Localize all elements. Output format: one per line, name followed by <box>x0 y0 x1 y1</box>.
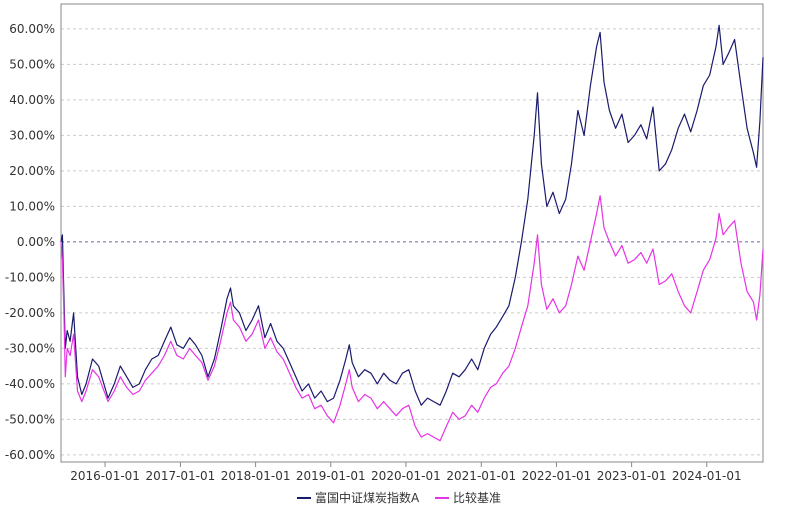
legend: 富国中证煤炭指数A 比较基准 <box>297 490 501 505</box>
series-line-2 <box>60 195 764 442</box>
y-axis: 60.00% 50.00% 40.00% 30.00% 20.00% 10.00% 0.00… <box>5 22 55 462</box>
x-tick-label: 2020-01-01 <box>371 469 441 483</box>
y-tick-label: 60.00% <box>9 22 55 36</box>
series-line-1 <box>60 24 764 406</box>
y-tick-label: -30.00% <box>5 341 55 355</box>
x-tick-label: 2017-01-01 <box>146 469 216 483</box>
x-tick-label: 2021-01-01 <box>446 469 516 483</box>
y-tick-label: -40.00% <box>5 377 55 391</box>
x-tick-label: 2016-01-01 <box>70 469 140 483</box>
y-tick-label: -10.00% <box>5 270 55 284</box>
x-axis: 2016-01-01 2017-01-01 2018-01-01 2019-01-01… <box>70 462 742 483</box>
y-tick-label: 10.00% <box>9 199 55 213</box>
plot-frame <box>60 3 764 463</box>
x-tick-label: 2018-01-01 <box>221 469 291 483</box>
y-tick-label: -20.00% <box>5 306 55 320</box>
x-tick-label: 2024-01-01 <box>672 469 742 483</box>
legend-label-2: 比较基准 <box>453 490 501 505</box>
series-lines <box>60 24 764 442</box>
y-tick-label: 30.00% <box>9 128 55 142</box>
x-tick-label: 2019-01-01 <box>296 469 366 483</box>
x-tick-label: 2023-01-01 <box>597 469 667 483</box>
y-tick-label: -50.00% <box>5 412 55 426</box>
legend-label-1: 富国中证煤炭指数A <box>315 490 420 505</box>
y-tick-label: 40.00% <box>9 93 55 107</box>
y-tick-label: 0.00% <box>17 235 55 249</box>
y-tick-label: 50.00% <box>9 57 55 71</box>
y-tick-label: -60.00% <box>5 448 55 462</box>
x-tick-label: 2022-01-01 <box>522 469 592 483</box>
grid-lines <box>61 28 763 456</box>
y-tick-label: 20.00% <box>9 164 55 178</box>
